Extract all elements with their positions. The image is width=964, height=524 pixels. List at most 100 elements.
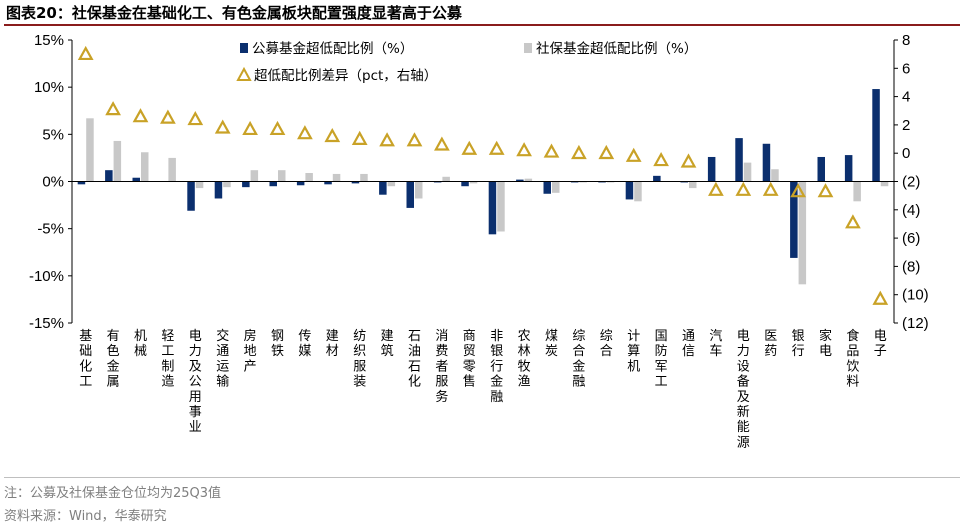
- left-tick-label: -10%: [29, 268, 64, 285]
- bar-fund: [105, 170, 113, 182]
- diff-marker: [297, 125, 313, 140]
- left-tick-label: -5%: [37, 221, 64, 238]
- right-tick-label: 8: [902, 32, 910, 49]
- figure-number: 图表20：: [6, 4, 72, 22]
- bar-ssf: [880, 181, 889, 187]
- bar-ssf: [634, 181, 642, 202]
- right-tick-label: 2: [902, 117, 910, 134]
- diff-marker: [598, 144, 615, 160]
- figure-title-text: 社保基金在基础化工、有色金属板块配置强度显著高于公募: [71, 4, 462, 22]
- category-label: 家电: [819, 328, 832, 359]
- right-tick-label: 6: [902, 60, 910, 77]
- category-label: 商贸零售: [463, 329, 476, 390]
- bar-fund: [269, 181, 277, 187]
- bar-fund: [461, 181, 469, 187]
- right-tick-label: (6): [902, 230, 920, 247]
- bar-ssf: [552, 181, 560, 193]
- bar-fund: [543, 181, 551, 194]
- diff-marker: [105, 101, 121, 116]
- bar-ssf: [332, 173, 341, 182]
- bar-ssf: [442, 176, 450, 182]
- plot-area: 15% 10% 5% 0% -5% -10% -15% 8 6 4 2 0 (2) (4) (6) (8) (1…: [29, 32, 929, 450]
- bar-fund: [817, 156, 825, 182]
- diff-marker: [543, 143, 560, 158]
- right-tick-label: 4: [902, 89, 910, 106]
- bar-fund: [242, 181, 250, 188]
- right-tick-label: (2): [902, 174, 920, 191]
- bar-fund: [187, 181, 195, 211]
- bar-ssf: [771, 169, 779, 182]
- bar-fund: [707, 156, 716, 182]
- diff-marker: [214, 119, 231, 134]
- category-label: 综合金融: [572, 329, 585, 390]
- bar-fund: [735, 138, 743, 182]
- category-label: 汽车: [709, 329, 722, 359]
- diff-marker: [762, 181, 779, 196]
- bar-fund: [625, 181, 634, 200]
- bar-ssf: [278, 170, 286, 182]
- bar-fund: [790, 181, 798, 258]
- diff-marker: [187, 110, 204, 126]
- category-label: 计算机: [627, 329, 640, 374]
- bar-ssf: [469, 181, 478, 184]
- diff-marker: [845, 214, 861, 229]
- bar-fund: [214, 181, 223, 199]
- diff-marker: [817, 183, 834, 198]
- category-label: 传媒: [298, 329, 311, 359]
- left-tick-label: 15%: [34, 32, 64, 49]
- bar-ssf: [223, 181, 231, 188]
- category-label: 煤炭: [545, 329, 558, 359]
- bar-ssf: [86, 118, 94, 182]
- bar-ssf: [305, 173, 313, 182]
- diff-marker: [488, 140, 505, 155]
- bar-ssf: [743, 162, 752, 182]
- category-label: 消费者服务: [435, 329, 448, 405]
- diff-marker: [406, 132, 423, 147]
- diff-marker: [324, 127, 341, 143]
- diff-marker: [653, 152, 669, 167]
- bar-fund: [324, 181, 332, 185]
- bar-fund: [488, 181, 497, 235]
- left-tick-label: 5%: [42, 126, 64, 143]
- category-label: 农林牧渔: [518, 329, 531, 390]
- bar-fund: [132, 177, 140, 182]
- diff-marker: [516, 142, 532, 157]
- bar-fund: [296, 181, 305, 186]
- bar-fund: [653, 175, 661, 182]
- category-label: 轻工制造: [161, 329, 174, 390]
- category-label: 食品饮料: [846, 328, 859, 390]
- bar-ssf: [853, 181, 861, 202]
- bar-fund: [406, 181, 414, 208]
- diff-marker: [872, 290, 889, 305]
- diff-marker: [160, 109, 176, 124]
- diff-marker: [735, 181, 752, 196]
- category-label: 国防军工: [655, 329, 668, 390]
- legend-label-diff: 超低配比例差异（pct，右轴）: [254, 68, 437, 84]
- category-label: 石油石化: [408, 329, 421, 390]
- category-label: 通信: [682, 329, 695, 359]
- bar-ssf: [141, 152, 149, 182]
- bar-ssf: [250, 170, 259, 182]
- bar-ssf: [360, 173, 368, 182]
- bar-ssf: [195, 181, 204, 189]
- bar-fund: [379, 181, 387, 195]
- category-label: 纺织服装: [353, 329, 366, 390]
- diff-marker: [625, 147, 642, 162]
- category-label: 钢铁: [271, 329, 284, 359]
- footnote: 注：公募及社保基金仓位均为25Q3值: [4, 486, 222, 501]
- category-label: 房地产: [244, 328, 257, 374]
- diff-marker: [434, 136, 450, 151]
- diff-marker: [571, 144, 587, 160]
- bar-ssf: [113, 140, 122, 182]
- right-tick-label: 0: [902, 145, 910, 162]
- category-label: 医药: [764, 329, 777, 359]
- right-tick-label: (10): [902, 287, 929, 304]
- bar-fund: [762, 143, 771, 182]
- category-label: 基础化工: [79, 329, 92, 390]
- bar-fund: [872, 89, 880, 182]
- diff-marker: [790, 183, 806, 198]
- bar-ssf: [497, 181, 505, 232]
- bar-ssf: [387, 181, 396, 187]
- legend-label-fund: 公募基金超低配比例（%）: [252, 40, 413, 57]
